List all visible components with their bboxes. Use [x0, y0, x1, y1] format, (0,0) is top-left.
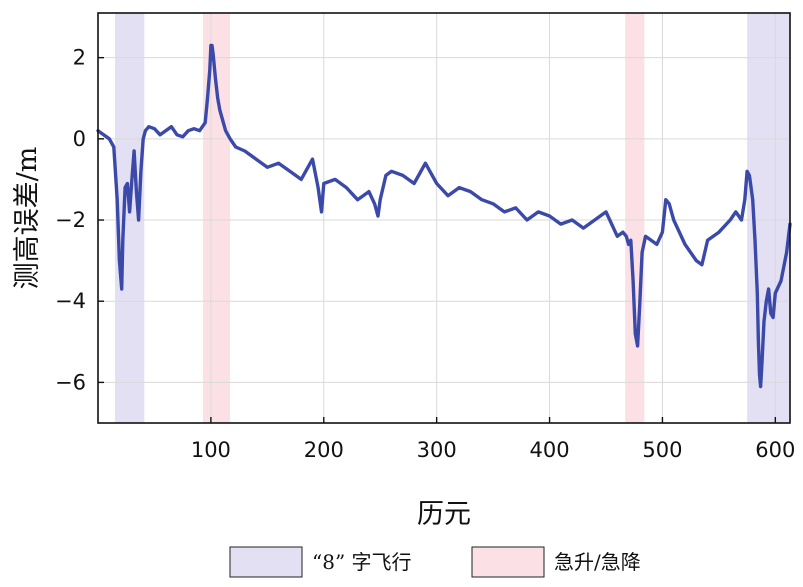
- legend: “8” 字飞行 急升/急降: [229, 546, 641, 578]
- y-tick-label-2: −2: [55, 208, 86, 232]
- y-tick-label-1: 0: [73, 127, 86, 151]
- legend-swatch-0: [229, 546, 303, 578]
- x-tick-label-2: 300: [417, 438, 457, 462]
- x-tick-label-0: 100: [191, 438, 231, 462]
- highlight-bands: [114, 13, 790, 423]
- grid-lines: [98, 13, 790, 423]
- x-tick-label-1: 200: [304, 438, 344, 462]
- legend-label-0: “8” 字飞行: [312, 550, 412, 574]
- axis-tick-labels: 100 200 300 400 500 600 2 0 −2 −4 −6: [55, 46, 795, 462]
- legend-swatch-1: [471, 546, 545, 578]
- legend-label-1: 急升/急降: [554, 550, 641, 574]
- y-tick-label-0: 2: [73, 46, 86, 70]
- x-tick-label-4: 500: [642, 438, 682, 462]
- y-tick-label-4: −6: [55, 370, 86, 394]
- x-axis-title: 历元: [417, 499, 471, 530]
- y-axis-title: 测高误差/m: [12, 147, 43, 290]
- series-layer: [96, 43, 792, 389]
- series-line-0: [96, 43, 792, 389]
- plot-frame: [97, 12, 791, 424]
- x-tick-label-5: 600: [755, 438, 795, 462]
- axis-ticks: [98, 56, 777, 423]
- y-tick-label-3: −4: [55, 289, 86, 313]
- highlight-band-2: [625, 13, 645, 423]
- x-tick-label-3: 400: [530, 438, 570, 462]
